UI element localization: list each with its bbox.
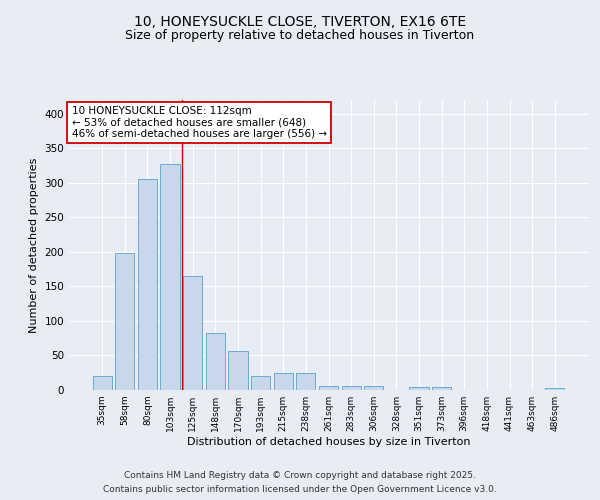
Bar <box>206 332 225 390</box>
Bar <box>432 387 451 390</box>
Bar <box>364 386 383 390</box>
Bar <box>296 372 316 390</box>
Bar <box>545 388 565 390</box>
Bar <box>229 352 248 390</box>
Bar <box>115 254 134 390</box>
X-axis label: Distribution of detached houses by size in Tiverton: Distribution of detached houses by size … <box>187 437 470 447</box>
Text: 10 HONEYSUCKLE CLOSE: 112sqm
← 53% of detached houses are smaller (648)
46% of s: 10 HONEYSUCKLE CLOSE: 112sqm ← 53% of de… <box>71 106 327 139</box>
Bar <box>274 372 293 390</box>
Bar <box>138 180 157 390</box>
Bar <box>92 376 112 390</box>
Bar <box>341 386 361 390</box>
Text: Size of property relative to detached houses in Tiverton: Size of property relative to detached ho… <box>125 30 475 43</box>
Bar <box>183 276 202 390</box>
Text: Contains public sector information licensed under the Open Government Licence v3: Contains public sector information licen… <box>103 484 497 494</box>
Bar <box>319 386 338 390</box>
Bar <box>160 164 180 390</box>
Bar <box>251 376 270 390</box>
Y-axis label: Number of detached properties: Number of detached properties <box>29 158 39 332</box>
Text: Contains HM Land Registry data © Crown copyright and database right 2025.: Contains HM Land Registry data © Crown c… <box>124 472 476 480</box>
Text: 10, HONEYSUCKLE CLOSE, TIVERTON, EX16 6TE: 10, HONEYSUCKLE CLOSE, TIVERTON, EX16 6T… <box>134 16 466 30</box>
Bar <box>409 387 428 390</box>
